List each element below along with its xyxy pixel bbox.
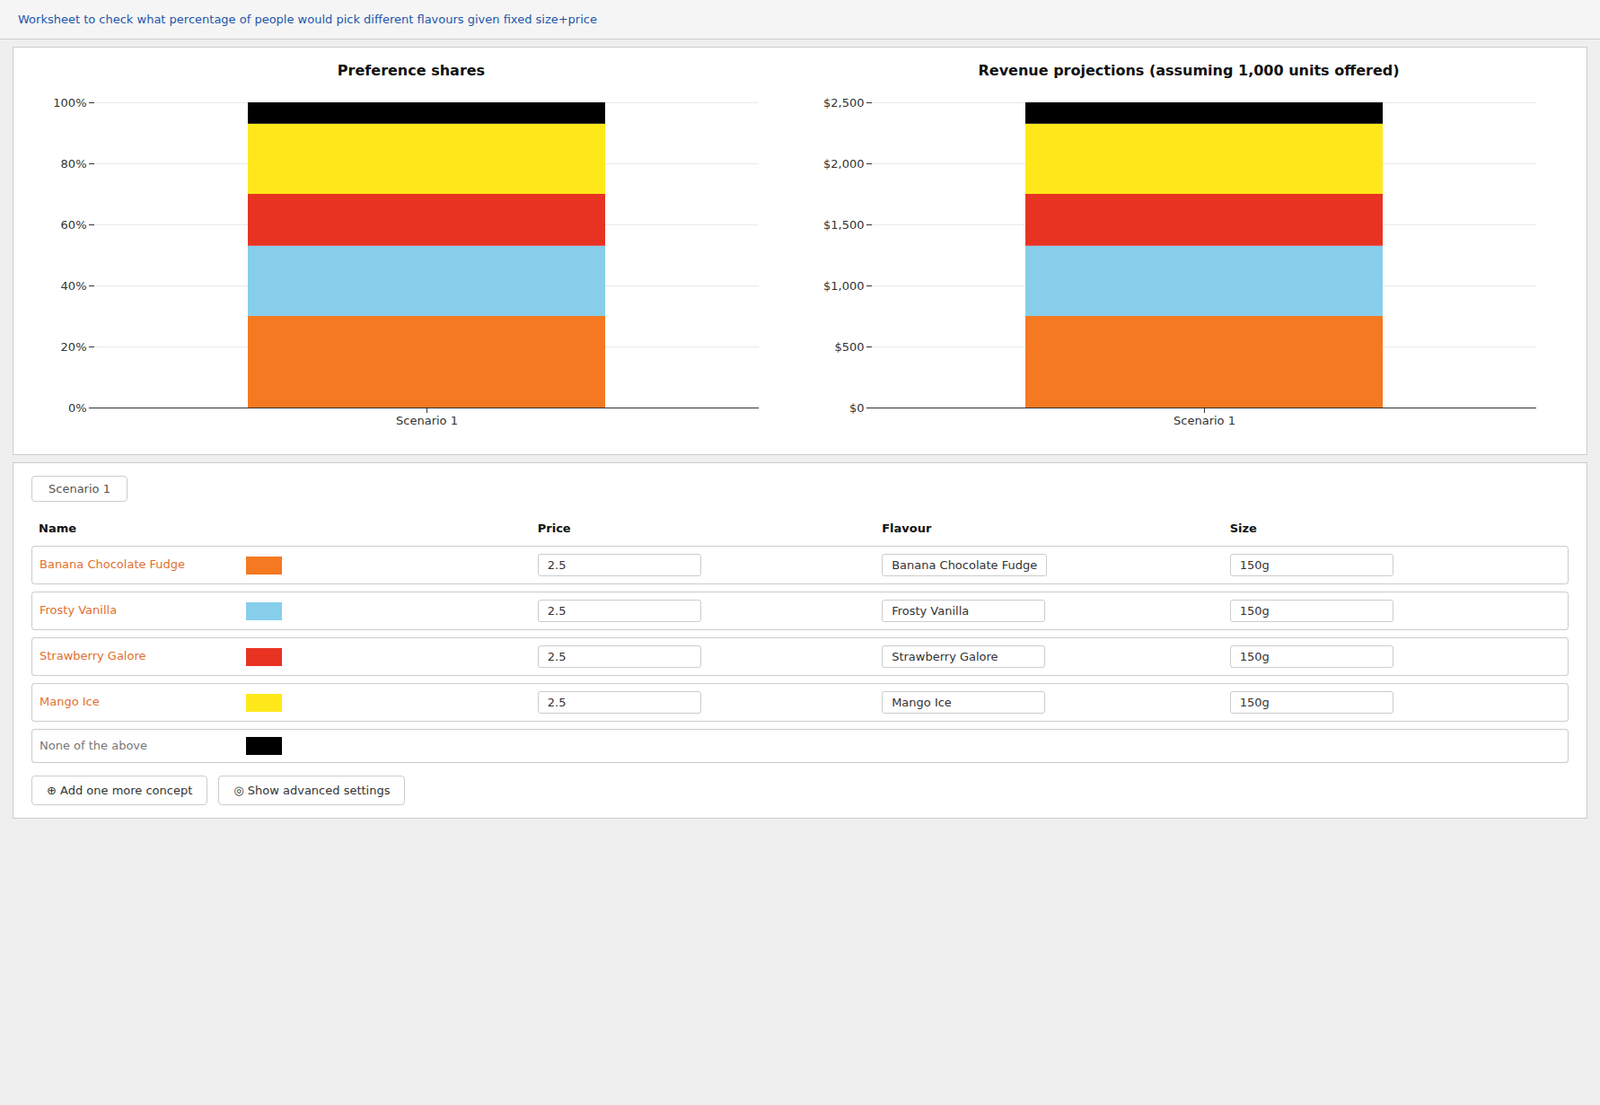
html-text:2.5: 2.5 xyxy=(547,650,567,664)
html-text:Banana Chocolate Fudge: Banana Chocolate Fudge xyxy=(39,557,186,572)
svg-text:40%: 40% xyxy=(61,279,88,293)
html-text:2.5: 2.5 xyxy=(547,695,567,710)
html-text:Size: Size xyxy=(1229,521,1257,536)
html-text:Name: Name xyxy=(38,521,77,536)
html-text:Frosty Vanilla: Frosty Vanilla xyxy=(39,603,117,617)
svg-text:100%: 100% xyxy=(52,96,87,110)
svg-text:60%: 60% xyxy=(61,218,88,232)
html-text:◎ Show advanced settings: ◎ Show advanced settings xyxy=(233,783,391,798)
html-text:Price: Price xyxy=(537,521,571,536)
html-text:2.5: 2.5 xyxy=(547,604,567,618)
svg-text:$2,500: $2,500 xyxy=(823,96,865,110)
svg-text:$500: $500 xyxy=(834,340,864,354)
svg-text:Scenario 1: Scenario 1 xyxy=(1173,413,1236,428)
html-text:Frosty Vanilla: Frosty Vanilla xyxy=(891,604,970,618)
html-text:150g: 150g xyxy=(1239,650,1270,664)
html-text:150g: 150g xyxy=(1239,604,1270,618)
html-text:Banana Chocolate Fudge: Banana Chocolate Fudge xyxy=(891,558,1038,572)
html-text:Worksheet to check what percen: Worksheet to check what percentage of pe… xyxy=(17,12,598,27)
html-text:Strawberry Galore: Strawberry Galore xyxy=(39,649,146,663)
html-text:⊕ Add one more concept: ⊕ Add one more concept xyxy=(46,783,193,798)
html-text:2.5: 2.5 xyxy=(547,558,567,572)
html-text:150g: 150g xyxy=(1239,558,1270,572)
svg-text:80%: 80% xyxy=(61,157,88,171)
html-text:Scenario 1: Scenario 1 xyxy=(48,482,111,496)
svg-text:$0: $0 xyxy=(849,401,865,415)
html-text:Strawberry Galore: Strawberry Galore xyxy=(891,650,999,664)
svg-text:Scenario 1: Scenario 1 xyxy=(395,413,458,428)
html-text:Preference shares: Preference shares xyxy=(337,61,485,80)
html-text:Mango Ice: Mango Ice xyxy=(39,694,100,709)
html-text:150g: 150g xyxy=(1239,695,1270,710)
html-text:Flavour: Flavour xyxy=(881,521,932,536)
svg-text:$2,000: $2,000 xyxy=(823,157,865,171)
html-text:Mango Ice: Mango Ice xyxy=(891,695,952,710)
svg-text:$1,500: $1,500 xyxy=(823,218,865,232)
html-text:Revenue projections (assuming: Revenue projections (assuming 1,000 unit… xyxy=(978,61,1400,80)
svg-text:0%: 0% xyxy=(68,401,88,415)
html-text:None of the above: None of the above xyxy=(39,738,148,752)
svg-text:20%: 20% xyxy=(61,340,88,354)
svg-text:$1,000: $1,000 xyxy=(823,279,865,293)
